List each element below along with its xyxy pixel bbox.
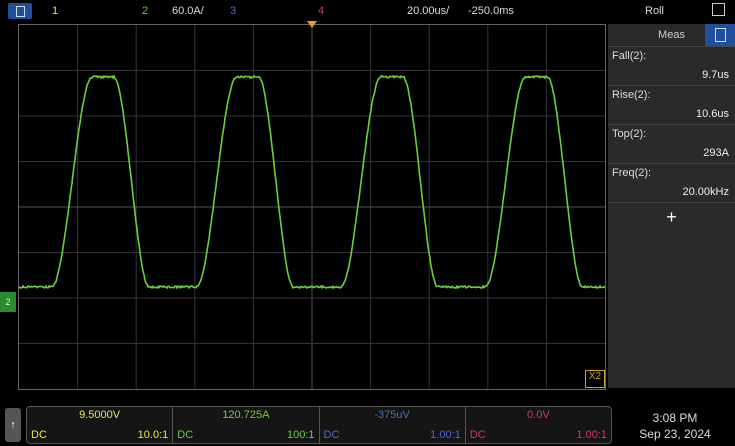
channel-1-info[interactable]: 9.5000V DC 10.0:1 xyxy=(27,407,173,443)
coupling: DC xyxy=(324,429,340,441)
measurement-value: 9.7us xyxy=(702,69,729,81)
measurement-value: 10.6us xyxy=(696,108,729,120)
channel-4-label[interactable]: 4 xyxy=(318,5,324,17)
measurement-label: Top(2): xyxy=(612,128,731,140)
measurement-item[interactable]: Rise(2): 10.6us xyxy=(608,86,735,125)
channel-2-info[interactable]: 120.725A DC 100:1 xyxy=(173,407,319,443)
measurement-item[interactable]: Fall(2): 9.7us xyxy=(608,47,735,86)
acquisition-mode[interactable]: Roll xyxy=(645,5,664,17)
measurement-label: Freq(2): xyxy=(612,167,731,179)
probe-ratio: 1.00:1 xyxy=(430,429,461,441)
coupling: DC xyxy=(31,429,47,441)
trigger-position-icon xyxy=(307,21,317,28)
measurement-value: 293A xyxy=(703,147,729,159)
channel-bar: 9.5000V DC 10.0:1 120.725A DC 100:1 -375uV DC 1.… xyxy=(26,406,612,444)
add-measurement-button[interactable]: + xyxy=(608,203,735,232)
probe-ratio: 1.00:1 xyxy=(576,429,607,441)
measurement-panel: Meas Fall(2): 9.7us Rise(2): 10.6us Top(2): 2… xyxy=(608,24,735,388)
date: Sep 23, 2024 xyxy=(620,426,730,442)
time: 3:08 PM xyxy=(620,410,730,426)
top-bar: 1 2 60.0A/ 3 4 20.00us/ -250.0ms Roll xyxy=(0,0,735,22)
graticule xyxy=(19,25,605,389)
measurement-item[interactable]: Top(2): 293A xyxy=(608,125,735,164)
clock: 3:08 PM Sep 23, 2024 xyxy=(620,410,730,442)
channel-2-scale[interactable]: 60.0A/ xyxy=(172,5,204,17)
timebase[interactable]: 20.00us/ xyxy=(407,5,449,17)
channel-value: 9.5000V xyxy=(27,409,172,421)
channel-value: 120.725A xyxy=(173,409,318,421)
waveform-display[interactable] xyxy=(18,24,606,390)
panel-menu-icon[interactable] xyxy=(705,24,735,46)
channel-3-info[interactable]: -375uV DC 1.00:1 xyxy=(320,407,466,443)
channel-1-label[interactable]: 1 xyxy=(52,5,58,17)
delay[interactable]: -250.0ms xyxy=(468,5,514,17)
measurement-value: 20.00kHz xyxy=(683,186,729,198)
channel-value: 0.0V xyxy=(466,409,611,421)
channel-4-info[interactable]: 0.0V DC 1.00:1 xyxy=(466,407,611,443)
probe-ratio: 100:1 xyxy=(287,429,315,441)
channel-2-label[interactable]: 2 xyxy=(142,5,148,17)
channel-3-label[interactable]: 3 xyxy=(230,5,236,17)
measurement-label: Rise(2): xyxy=(612,89,731,101)
menu-icon[interactable] xyxy=(8,3,32,19)
channel-2-ground-marker[interactable]: 2 xyxy=(0,292,16,312)
up-arrow-button[interactable]: ↑ xyxy=(5,408,21,442)
coupling: DC xyxy=(470,429,486,441)
touch-icon[interactable] xyxy=(712,3,725,16)
channel-value: -375uV xyxy=(320,409,465,421)
zoom-marker: X2 xyxy=(585,370,605,388)
measurement-label: Fall(2): xyxy=(612,50,731,62)
probe-ratio: 10.0:1 xyxy=(138,429,169,441)
coupling: DC xyxy=(177,429,193,441)
measurement-item[interactable]: Freq(2): 20.00kHz xyxy=(608,164,735,203)
